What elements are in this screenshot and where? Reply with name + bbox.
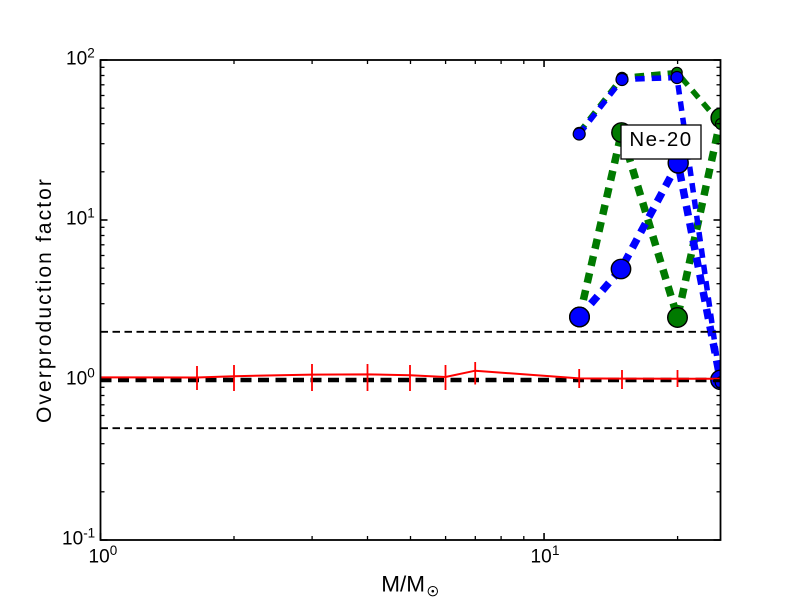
svg-text:2: 2 <box>87 46 95 61</box>
svg-text:Overproduction factor: Overproduction factor <box>33 177 56 423</box>
svg-text:10: 10 <box>62 529 83 550</box>
svg-text:10: 10 <box>66 369 87 390</box>
svg-text:1: 1 <box>552 543 560 558</box>
svg-text:10: 10 <box>89 547 110 568</box>
svg-text:10: 10 <box>66 49 87 70</box>
svg-text:-1: -1 <box>83 526 95 541</box>
svg-text:0: 0 <box>110 543 118 558</box>
svg-text:10: 10 <box>531 547 552 568</box>
svg-text:Ne-20: Ne-20 <box>629 128 692 151</box>
svg-text:M/M: M/M <box>381 572 425 597</box>
svg-text:0: 0 <box>87 366 95 381</box>
svg-text:1: 1 <box>87 206 95 221</box>
svg-text:10: 10 <box>66 209 87 230</box>
